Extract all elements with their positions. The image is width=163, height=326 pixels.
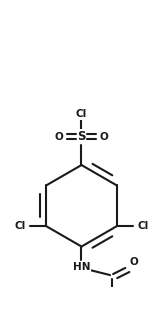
Text: O: O bbox=[55, 131, 63, 141]
Text: Cl: Cl bbox=[76, 109, 87, 119]
Text: S: S bbox=[77, 130, 86, 143]
Text: Cl: Cl bbox=[14, 221, 25, 231]
Text: O: O bbox=[129, 257, 138, 267]
Text: Cl: Cl bbox=[138, 221, 149, 231]
Text: O: O bbox=[100, 131, 108, 141]
Text: HN: HN bbox=[73, 262, 90, 272]
